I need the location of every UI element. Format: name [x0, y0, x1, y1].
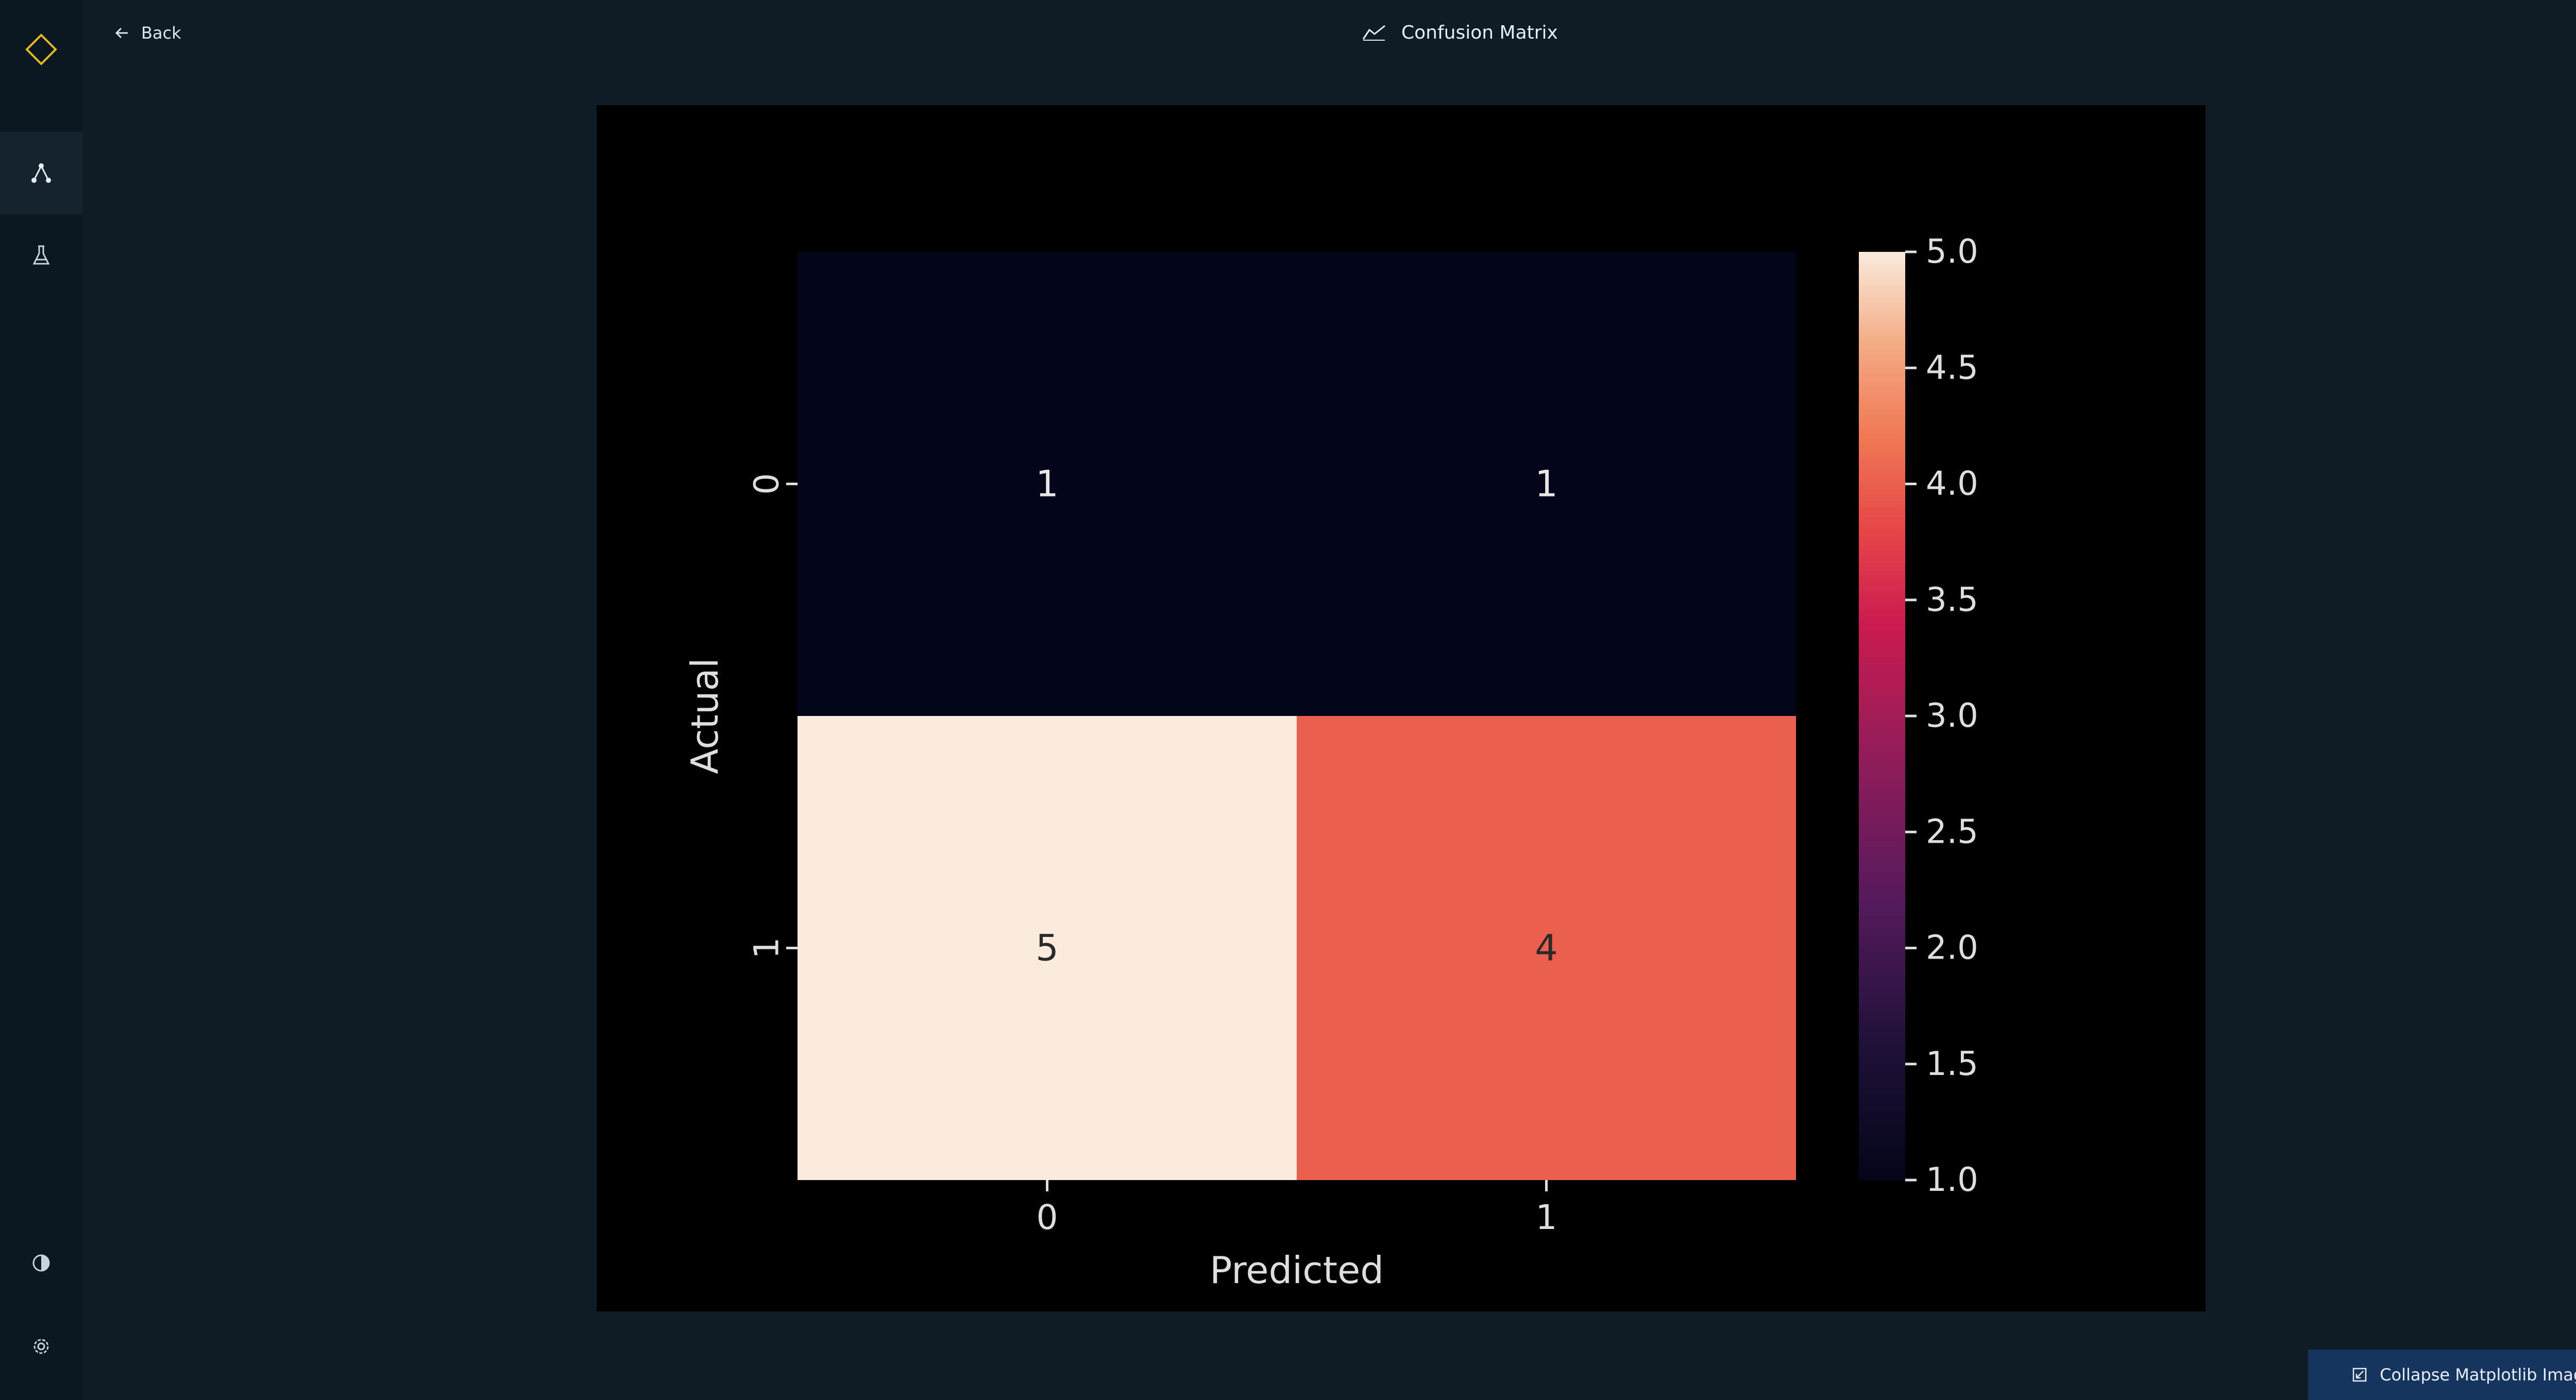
flask-icon [32, 245, 50, 265]
heatmap-cell [1297, 716, 1796, 1180]
settings-button[interactable] [0, 1305, 82, 1388]
settings-icon [33, 1339, 49, 1354]
collapse-label: Collapse Matplotlib Image [2380, 1365, 2576, 1385]
x-axis-label: Predicted [1210, 1249, 1384, 1292]
colorbar-tick-label: 1.5 [1926, 1045, 1978, 1083]
cell-annotation: 1 [1535, 463, 1558, 505]
heatmap-cell [798, 716, 1297, 1180]
page-title: Confusion Matrix [1362, 20, 1558, 45]
heatmap-cell [1297, 252, 1796, 716]
colorbar-tick-label: 3.0 [1926, 697, 1978, 735]
x-tick-label: 1 [1536, 1198, 1557, 1237]
back-label: Back [141, 23, 181, 43]
arrow-left-icon [115, 27, 128, 39]
collapse-icon [2352, 1368, 2367, 1382]
colorbar-tick-label: 2.0 [1926, 929, 1978, 967]
y-tick-label: 1 [747, 937, 787, 959]
colorbar-tick-label: 1.0 [1926, 1161, 1978, 1199]
cell-annotation: 5 [1036, 927, 1059, 969]
colorbar-tick-label: 4.0 [1926, 465, 1978, 503]
chart-line-icon [1362, 25, 1385, 41]
colorbar-tick-label: 3.5 [1926, 581, 1978, 619]
x-tick-label: 0 [1037, 1198, 1058, 1237]
matplotlib-image: 1 1 5 4 0 1 0 1 Predicted Actual 1.0 1.5 2.0 2.5 3.0 3.… [597, 105, 2206, 1311]
diamond-logo-icon [25, 33, 57, 65]
colorbar-tick-label: 4.5 [1926, 349, 1978, 387]
y-tick-label: 0 [747, 473, 787, 495]
colorbar-tick-label: 2.5 [1926, 813, 1978, 851]
colorbar [1859, 252, 1905, 1180]
theme-toggle-button[interactable] [0, 1222, 82, 1304]
cell-annotation: 1 [1036, 463, 1059, 505]
sidebar-item-experiments[interactable] [0, 214, 82, 297]
contrast-icon [32, 1254, 50, 1272]
cell-annotation: 4 [1535, 927, 1558, 969]
sidebar-item-graph[interactable] [0, 132, 82, 214]
logo-button[interactable] [0, 8, 82, 91]
colorbar-tick-label: 5.0 [1926, 233, 1978, 271]
y-axis-label: Actual [683, 658, 726, 774]
sidebar [0, 0, 82, 1400]
page-title-text: Confusion Matrix [1401, 22, 1558, 43]
back-link[interactable]: Back [114, 21, 181, 45]
collapse-image-button[interactable]: Collapse Matplotlib Image [2308, 1350, 2576, 1400]
heatmap-cell [798, 252, 1297, 716]
graph-nodes-icon [31, 163, 51, 183]
confusion-matrix-chart: 1 1 5 4 0 1 0 1 Predicted Actual 1.0 1.5 2.0 2.5 3.0 3.… [683, 233, 1978, 1292]
